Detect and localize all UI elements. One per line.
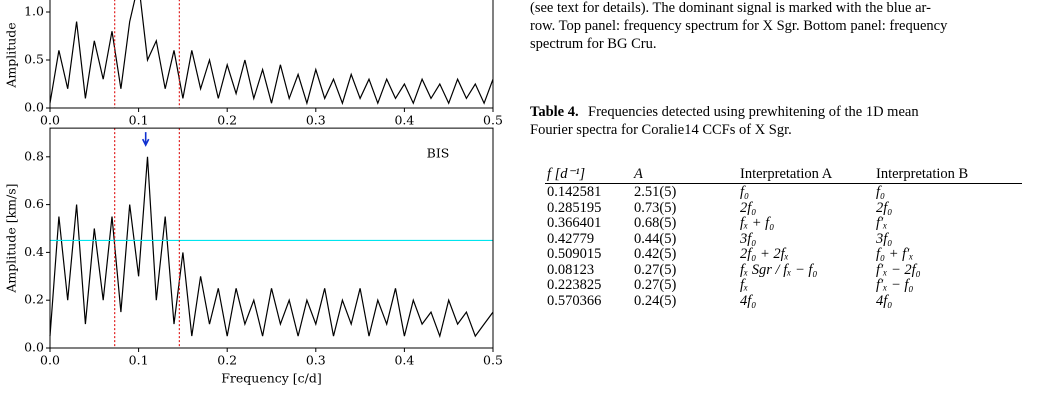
y-tick-label: 0.2 <box>24 292 44 307</box>
table-cell: 2.51(5) <box>634 184 677 200</box>
y-axis-label: Amplitude <box>4 22 19 88</box>
y-tick-label: 0.0 <box>24 100 44 115</box>
x-axis-label: Frequency [c/d] <box>221 371 322 386</box>
table-cell: f′ₓ <box>876 215 888 231</box>
x-tick-label: 0.2 <box>217 353 237 368</box>
signal-arrow <box>141 132 150 147</box>
table-header: Interpretation B <box>876 166 969 182</box>
table-cell: fₓ <box>740 277 749 293</box>
y-tick-label: 0.5 <box>24 52 44 67</box>
table-cell: 0.68(5) <box>634 215 677 231</box>
x-tick-label: 0.3 <box>306 113 326 128</box>
table-cell: fₓ Sgr / fₓ − f₀ <box>740 261 818 278</box>
table-cell: 0.570366 <box>547 292 602 309</box>
table-cell: f₀ <box>876 184 886 200</box>
x-tick-label: 0.1 <box>129 113 149 128</box>
x-tick-label: 0.2 <box>217 113 237 128</box>
y-tick-label: 1.0 <box>24 4 44 19</box>
table-header: A <box>634 166 643 182</box>
table-cell: 2f₀ <box>876 199 893 216</box>
table-cell: 0.27(5) <box>634 277 677 293</box>
table-rule <box>545 183 1022 184</box>
y-axis-label: Amplitude [km/s] <box>4 183 19 293</box>
table-header: Interpretation A <box>740 166 833 182</box>
table-cell: 3f₀ <box>876 230 893 247</box>
x-tick-label: 0.3 <box>306 353 326 368</box>
caption-line: spectrum for BG Cru. <box>530 36 657 52</box>
table-cell: f₀ <box>740 184 750 200</box>
table-cell: 2f₀ + 2fₓ <box>740 246 789 262</box>
table-caption-line: Fourier spectra for Coralie14 CCFs of X … <box>530 122 792 138</box>
x-tick-label: 0.5 <box>483 353 503 368</box>
axes-frame <box>49 127 494 349</box>
table-cell: 3f₀ <box>740 230 757 247</box>
caption-line: row. Top panel: frequency spectrum for X… <box>530 18 948 34</box>
x-tick-label: 0.4 <box>394 113 414 128</box>
table-cell: 0.142581 <box>547 184 602 200</box>
table-cell: 4f₀ <box>740 292 757 309</box>
table-cell: 0.42(5) <box>634 246 677 262</box>
table-cell: 0.73(5) <box>634 199 677 216</box>
table-header: f [d⁻¹] <box>547 166 586 182</box>
table-cell: 0.24(5) <box>634 292 677 309</box>
y-tick-label: 0.6 <box>24 196 44 211</box>
x-tick-label: 0.4 <box>394 353 414 368</box>
x-tick-label: 0.0 <box>40 113 60 128</box>
y-tick-label: 0.0 <box>24 340 44 355</box>
table-cell: f₀ + f′ₓ <box>876 246 914 262</box>
table-cell: 2f₀ <box>740 199 757 216</box>
x-tick-label: 0.0 <box>40 353 60 368</box>
table-label: Table 4. <box>530 104 579 120</box>
table-cell: f′ₓ − 2f₀ <box>876 261 921 278</box>
spectrum-line <box>49 0 494 106</box>
y-tick-label: 0.4 <box>24 244 44 259</box>
table-cell: 0.509015 <box>547 246 602 262</box>
x-tick-label: 0.1 <box>129 353 149 368</box>
table-cell: 0.285195 <box>547 199 602 216</box>
table-cell: 0.27(5) <box>634 261 677 278</box>
table-cell: 0.08123 <box>547 261 595 278</box>
x-tick-label: 0.5 <box>483 113 503 128</box>
y-tick-label: 0.8 <box>24 148 44 163</box>
table-cell: 0.42779 <box>547 230 595 247</box>
table-cell: f′ₓ − f₀ <box>876 277 914 293</box>
caption-line: (see text for details). The dominant sig… <box>530 0 931 16</box>
table-caption-line: Frequencies detected using prewhitening … <box>588 104 919 120</box>
table-cell: fₓ + f₀ <box>740 215 775 231</box>
table-cell: 0.44(5) <box>634 230 677 247</box>
table-cell: 0.223825 <box>547 277 602 293</box>
table-cell: 4f₀ <box>876 292 893 309</box>
panel-label: BIS <box>427 146 450 161</box>
axes-frame <box>49 0 494 109</box>
spectrum-line <box>49 156 494 339</box>
table-cell: 0.366401 <box>547 215 602 231</box>
